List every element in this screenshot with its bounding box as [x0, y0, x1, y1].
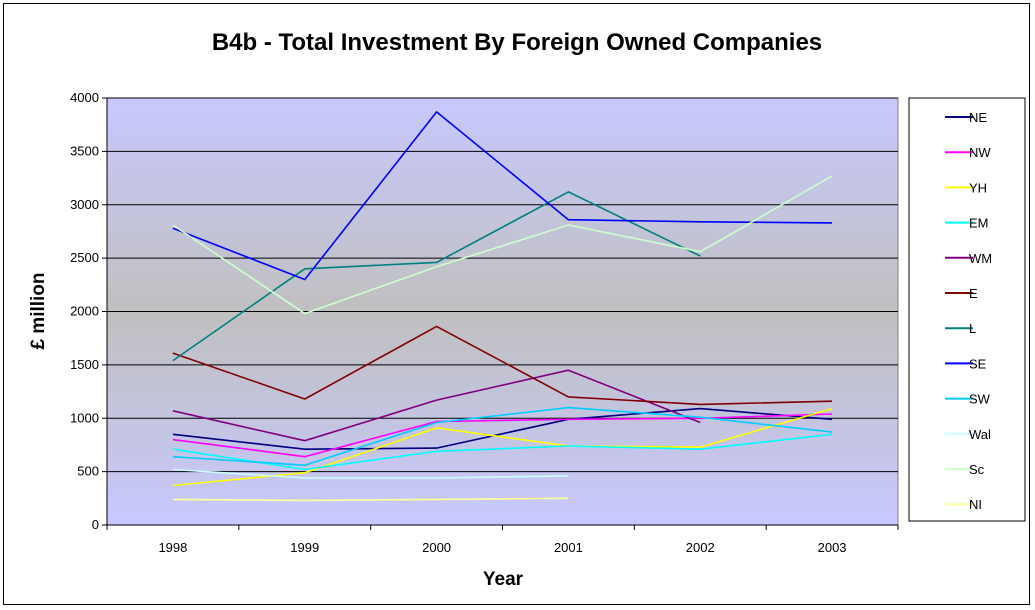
- x-tick-label: 1998: [158, 540, 187, 555]
- y-tick-label: 500: [77, 464, 99, 479]
- y-tick-label: 0: [92, 517, 99, 532]
- legend-label-em: EM: [969, 216, 989, 231]
- y-tick-label: 1000: [70, 410, 99, 425]
- legend-label-wal: Wal: [969, 427, 991, 442]
- legend-label-se: SE: [969, 356, 987, 371]
- series-line-sw: [172, 406, 833, 467]
- series-line-l: [172, 191, 701, 362]
- x-tick-label: 2003: [818, 540, 847, 555]
- legend-label-wm: WM: [969, 251, 992, 266]
- legend-label-yh: YH: [969, 180, 987, 195]
- series-line-wm: [172, 369, 701, 442]
- legend-box: [908, 97, 1026, 522]
- legend: NE NW YH EM WM E L SE SW Wal Sc NI: [908, 97, 1026, 522]
- y-tick-label: 3500: [70, 143, 99, 158]
- y-tick-label: 3000: [70, 197, 99, 212]
- legend-label-ni: NI: [969, 497, 982, 512]
- plot-area: 0 500 1000 1500 2000 2500 3000 3500 4000 1998 1999…: [70, 90, 899, 555]
- y-tick-label: 2500: [70, 250, 99, 265]
- x-tick-label: 2002: [686, 540, 715, 555]
- series-line-ne: [172, 407, 833, 451]
- series-line-se: [172, 111, 833, 281]
- x-axis-title: Year: [483, 569, 524, 590]
- legend-label-ne: NE: [969, 110, 987, 125]
- series-line-wal: [172, 468, 569, 479]
- series-line-sc: [172, 175, 833, 315]
- legend-label-sw: SW: [969, 392, 991, 407]
- series-line-em: [172, 433, 833, 471]
- y-axis-title: £ million: [28, 272, 49, 349]
- series-line-e: [172, 325, 833, 406]
- x-tick-label: 1999: [290, 540, 319, 555]
- legend-label-nw: NW: [969, 145, 991, 160]
- x-tick-label: 2000: [422, 540, 451, 555]
- chart-title: B4b - Total Investment By Foreign Owned …: [212, 29, 822, 56]
- y-tick-label: 1500: [70, 357, 99, 372]
- x-tick-label: 2001: [554, 540, 583, 555]
- legend-label-e: E: [969, 286, 978, 301]
- y-tick-label: 2000: [70, 304, 99, 319]
- y-tick-label: 4000: [70, 90, 99, 105]
- series-line-nw: [172, 413, 833, 458]
- legend-label-sc: Sc: [969, 462, 985, 477]
- series-line-ni: [172, 497, 569, 502]
- series-line-yh: [172, 407, 833, 487]
- legend-label-l: L: [969, 321, 976, 336]
